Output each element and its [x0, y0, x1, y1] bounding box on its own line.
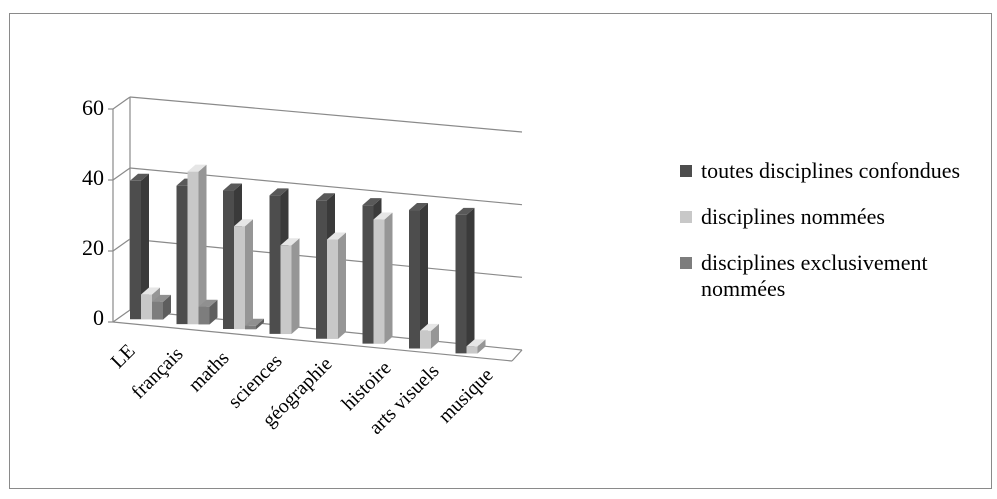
bar-top [141, 287, 160, 295]
bar-side [256, 318, 264, 330]
gridline-side [112, 238, 131, 252]
bar-side [431, 323, 439, 349]
bar [362, 205, 374, 344]
bar [234, 226, 245, 330]
floor-right-edge [511, 349, 523, 362]
bar-top [187, 164, 207, 172]
gridline-side [112, 309, 131, 323]
bar-top [269, 188, 289, 196]
y-tick-label: 20 [82, 235, 104, 260]
x-axis [112, 321, 513, 362]
legend-label: toutes disciplines confondues [701, 158, 961, 183]
bar-top [316, 193, 335, 201]
bar [466, 346, 478, 354]
bar-top [280, 238, 300, 246]
bar-side [384, 212, 393, 344]
legend-item-toutes: toutes disciplines confondues [680, 158, 990, 184]
gridline-side [112, 96, 131, 110]
bar [245, 325, 256, 330]
legend-label: disciplines exclusivement nommées [701, 250, 928, 301]
bar-side [141, 173, 149, 320]
bar-top [234, 219, 253, 227]
bar-top [130, 173, 149, 181]
bar-side [245, 219, 253, 330]
bar-top [420, 323, 439, 331]
y-tick-label: 60 [82, 95, 104, 120]
bar-side [209, 299, 218, 325]
bar [316, 200, 327, 339]
bar-top [409, 203, 428, 211]
bar [373, 219, 385, 344]
category-label: LE [107, 340, 140, 373]
bar-top [466, 339, 486, 347]
bar-side [163, 294, 171, 320]
bar [130, 180, 141, 320]
gridline [129, 96, 523, 133]
bar [420, 330, 431, 349]
bar [455, 214, 467, 354]
legend-item-exclusivement: disciplines exclusivement nommées [680, 250, 990, 302]
chart-frame [9, 13, 992, 489]
bar [280, 245, 292, 335]
bar [223, 190, 234, 330]
bar [198, 306, 210, 325]
bar [327, 239, 338, 339]
bar [141, 294, 152, 320]
bar [409, 210, 420, 349]
bar-side [291, 238, 300, 335]
bar-side [338, 232, 346, 339]
bar-top [362, 198, 382, 206]
category-labels: LE français maths sciences géographie hi… [107, 340, 498, 439]
category-label: musique [434, 364, 498, 428]
y-tick-label: 40 [82, 165, 104, 190]
category-label: français [127, 343, 187, 403]
bars [130, 164, 486, 354]
legend-swatch-exclusivement [680, 257, 692, 269]
legend-swatch-toutes [680, 165, 692, 177]
bar [152, 301, 163, 320]
bar-side [420, 203, 428, 349]
bar-side [466, 207, 475, 354]
bar-top [198, 299, 218, 307]
y-tick-label: 0 [93, 305, 104, 330]
category-label: maths [184, 347, 233, 396]
y-tick-labels: 0 20 40 60 [82, 95, 104, 330]
bar-top [223, 183, 242, 191]
bar-top [327, 232, 346, 240]
gridline-side [112, 167, 131, 181]
bar-top [152, 294, 171, 302]
bar [176, 185, 188, 325]
bar-top [373, 212, 393, 220]
bar-top [455, 207, 475, 215]
bar-side [198, 164, 207, 325]
bar [187, 171, 199, 325]
bar [269, 195, 281, 334]
legend-label: disciplines nommées [701, 204, 885, 229]
legend-item-nommees: disciplines nommées [680, 204, 990, 230]
bar-top [245, 318, 264, 326]
legend-swatch-nommees [680, 211, 692, 223]
legend: toutes disciplines confondues discipline… [680, 158, 990, 322]
bar-side [477, 339, 486, 354]
